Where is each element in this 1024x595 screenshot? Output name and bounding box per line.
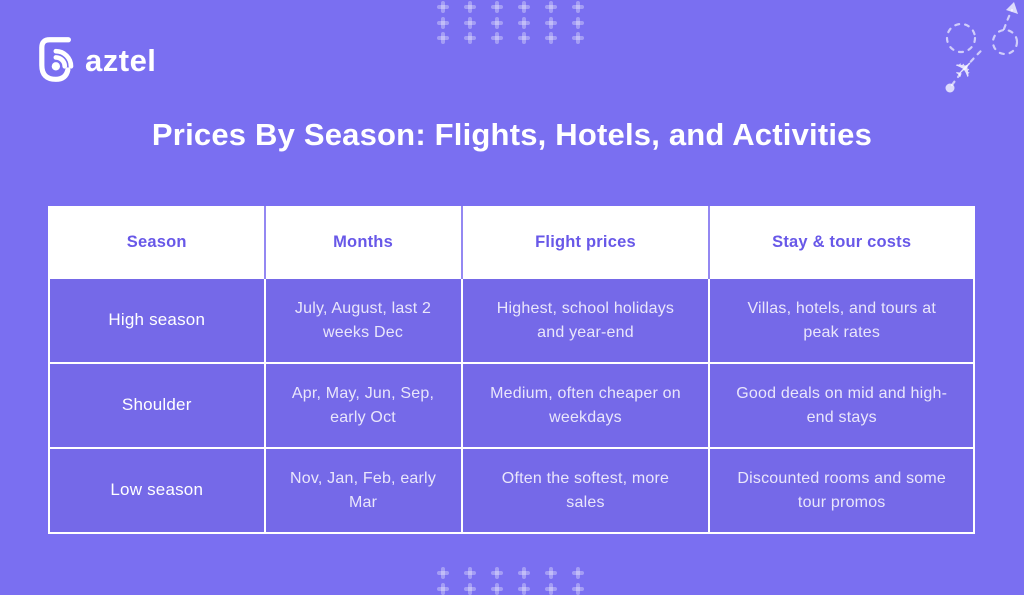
plus-icon	[464, 567, 476, 579]
plus-icon	[491, 567, 503, 579]
plus-icon	[545, 16, 557, 29]
header-months: Months	[264, 207, 463, 278]
plus-icon	[572, 567, 584, 579]
path-segment-upper	[1002, 8, 1014, 31]
cell-stay-tour-costs: Villas, hotels, and tours at peak rates	[708, 277, 975, 364]
page-title: Prices By Season: Flights, Hotels, and A…	[151, 117, 873, 152]
path-arrowhead	[1006, 2, 1018, 14]
cell-stay-tour-costs: Good deals on mid and high-end stays	[708, 362, 975, 449]
broadcast-b-icon	[39, 37, 74, 82]
path-segment-lower	[950, 46, 986, 87]
cell-season: Shoulder	[48, 362, 266, 449]
plane-icon: ✈	[948, 52, 982, 86]
table-row: Shoulder Apr, May, Jun, Sep, early Oct M…	[48, 362, 975, 449]
header-season: Season	[49, 207, 266, 278]
cell-flight-prices: Highest, school holidays and year-end	[460, 277, 711, 364]
cell-months: July, August, last 2 weeks Dec	[263, 277, 463, 364]
plus-icon	[518, 1, 530, 13]
cell-months: Nov, Jan, Feb, early Mar	[263, 447, 463, 534]
path-loop-right	[991, 28, 1019, 56]
plus-icon	[518, 32, 530, 44]
plus-icon	[545, 32, 557, 44]
plus-icon	[437, 16, 449, 29]
path-loop-left	[945, 22, 977, 54]
header-flight-prices: Flight prices	[461, 207, 711, 278]
plus-icon	[572, 32, 584, 44]
plus-icon	[491, 32, 503, 44]
plus-icon	[437, 567, 449, 579]
table-row: Low season Nov, Jan, Feb, early Mar Ofte…	[48, 447, 975, 534]
flight-path-decoration: ✈	[945, 2, 1019, 93]
season-pricing-table: Season Months Flight prices Stay & tour …	[48, 206, 975, 534]
plus-icon	[572, 1, 584, 13]
plus-icon	[437, 32, 449, 44]
brand-wordmark: aztel	[85, 43, 157, 78]
cell-flight-prices: Often the softest, more sales	[460, 447, 711, 534]
cell-season: High season	[48, 277, 266, 364]
brand-logo: aztel	[34, 34, 156, 84]
path-start-dot	[945, 83, 955, 93]
plus-icon	[464, 32, 476, 44]
plus-icon	[518, 16, 530, 29]
cell-months: Apr, May, Jun, Sep, early Oct	[263, 362, 463, 449]
cell-season: Low season	[48, 447, 266, 534]
header-stay-tour-costs: Stay & tour costs	[709, 207, 974, 278]
plus-icon	[437, 1, 449, 13]
plus-icon	[491, 16, 503, 29]
cell-stay-tour-costs: Discounted rooms and some tour promos	[708, 447, 975, 534]
plus-icon	[464, 1, 476, 13]
plus-icon	[545, 567, 557, 579]
plus-icon	[491, 1, 503, 13]
cell-flight-prices: Medium, often cheaper on weekdays	[460, 362, 711, 449]
plus-icon	[545, 1, 557, 13]
plus-icon	[518, 567, 530, 579]
plus-icon	[464, 16, 476, 29]
table-row: High season July, August, last 2 weeks D…	[48, 277, 975, 364]
plus-icon	[572, 16, 584, 29]
table-header-row: Season Months Flight prices Stay & tour …	[49, 207, 974, 278]
